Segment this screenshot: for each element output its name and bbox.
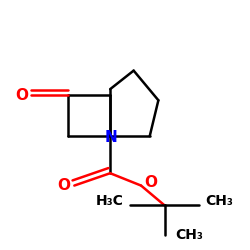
Text: O: O [15, 88, 28, 103]
Text: O: O [144, 175, 157, 190]
Text: CH₃: CH₃ [205, 194, 233, 208]
Text: H₃C: H₃C [96, 194, 124, 208]
Text: CH₃: CH₃ [176, 228, 204, 242]
Text: N: N [104, 130, 117, 145]
Text: O: O [58, 178, 70, 193]
